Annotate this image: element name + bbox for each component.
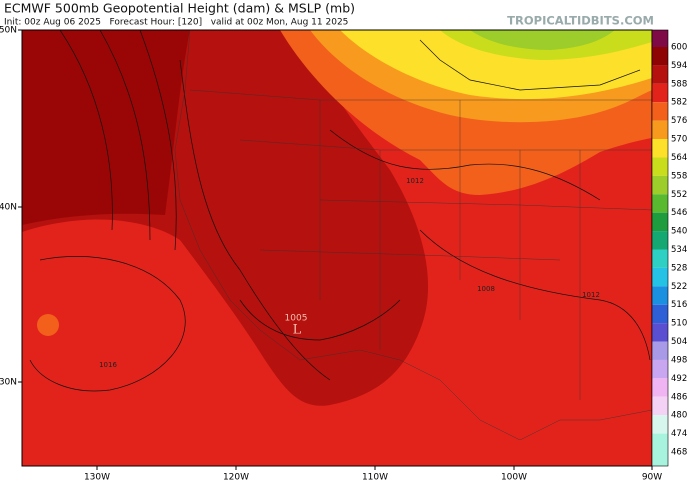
colorbar-swatch — [652, 212, 668, 232]
colorbar-label: 534 — [671, 245, 687, 255]
colorbar-label: 498 — [671, 355, 687, 365]
colorbar-label: 540 — [671, 227, 687, 237]
colorbar-label: 582 — [671, 98, 687, 108]
colorbar-label: 522 — [671, 282, 687, 292]
colorbar-label: 468 — [671, 448, 687, 458]
colorbar-label: 576 — [671, 116, 687, 126]
colorbar-swatch — [652, 47, 668, 66]
lat-label: 40N — [0, 203, 17, 213]
colorbar-label: 492 — [671, 374, 687, 384]
lon-label: 100W — [501, 473, 527, 483]
colorbar-swatch — [652, 139, 668, 158]
watermark: TROPICALTIDBITS.COM — [507, 14, 654, 28]
colorbar-label: 588 — [671, 79, 687, 89]
colorbar-swatch — [652, 102, 668, 121]
colorbar-swatch — [652, 120, 668, 140]
map-label: L — [293, 323, 302, 338]
colorbar-swatch — [652, 396, 668, 416]
colorbar-label: 570 — [671, 135, 687, 145]
colorbar-label: 480 — [671, 411, 687, 421]
map-label: 1016 — [99, 361, 117, 369]
lat-label: 30N — [0, 378, 17, 388]
colorbar-swatch — [652, 286, 668, 305]
lon-label: 130W — [84, 473, 110, 483]
map-label: 1008 — [477, 285, 495, 293]
colorbar-swatch — [652, 267, 668, 287]
map-label: 1012 — [582, 291, 600, 299]
colorbar-swatch — [652, 30, 668, 47]
colorbar-swatch — [652, 231, 668, 250]
colorbar-frame — [651, 29, 669, 467]
lon-label: 90W — [642, 473, 662, 483]
lon-label: 110W — [362, 473, 388, 483]
colorbar-label: 546 — [671, 208, 687, 218]
colorbar-swatch — [652, 157, 668, 176]
colorbar-swatch — [652, 359, 668, 379]
colorbar-swatch — [652, 433, 668, 452]
map-label: 1005 — [285, 314, 308, 324]
colorbar-label: 558 — [671, 171, 687, 181]
colorbar-label: 552 — [671, 190, 687, 200]
colorbar-swatch — [652, 83, 668, 103]
colorbar-label: 528 — [671, 263, 687, 273]
title: ECMWF 500mb Geopotential Height (dam) & … — [4, 1, 355, 16]
colorbar-label: 474 — [671, 429, 687, 439]
colorbar-label: 486 — [671, 392, 687, 402]
colorbar-label: 600 — [671, 43, 687, 53]
map-label: 1012 — [406, 177, 424, 185]
colorbar-label: 510 — [671, 319, 687, 329]
colorbar-swatch — [652, 452, 668, 466]
colorbar-swatch — [652, 194, 668, 213]
colorbar-label: 504 — [671, 337, 687, 347]
lat-label: 50N — [0, 26, 17, 36]
colorbar-swatch — [652, 378, 668, 397]
colorbar-swatch — [652, 304, 668, 324]
colorbar-label: 516 — [671, 300, 687, 310]
colorbar-swatch — [652, 249, 668, 268]
subtitle: Init: 00z Aug 06 2025 Forecast Hour: [12… — [4, 18, 348, 28]
colorbar-label: 564 — [671, 153, 687, 163]
map — [21, 29, 653, 467]
colorbar-swatch — [652, 65, 668, 84]
colorbar-swatch — [652, 323, 668, 342]
colorbar-swatch — [652, 175, 668, 195]
colorbar-swatch — [652, 415, 668, 434]
colorbar-swatch — [652, 341, 668, 360]
colorbar-label: 594 — [671, 61, 687, 71]
lon-label: 120W — [223, 473, 249, 483]
